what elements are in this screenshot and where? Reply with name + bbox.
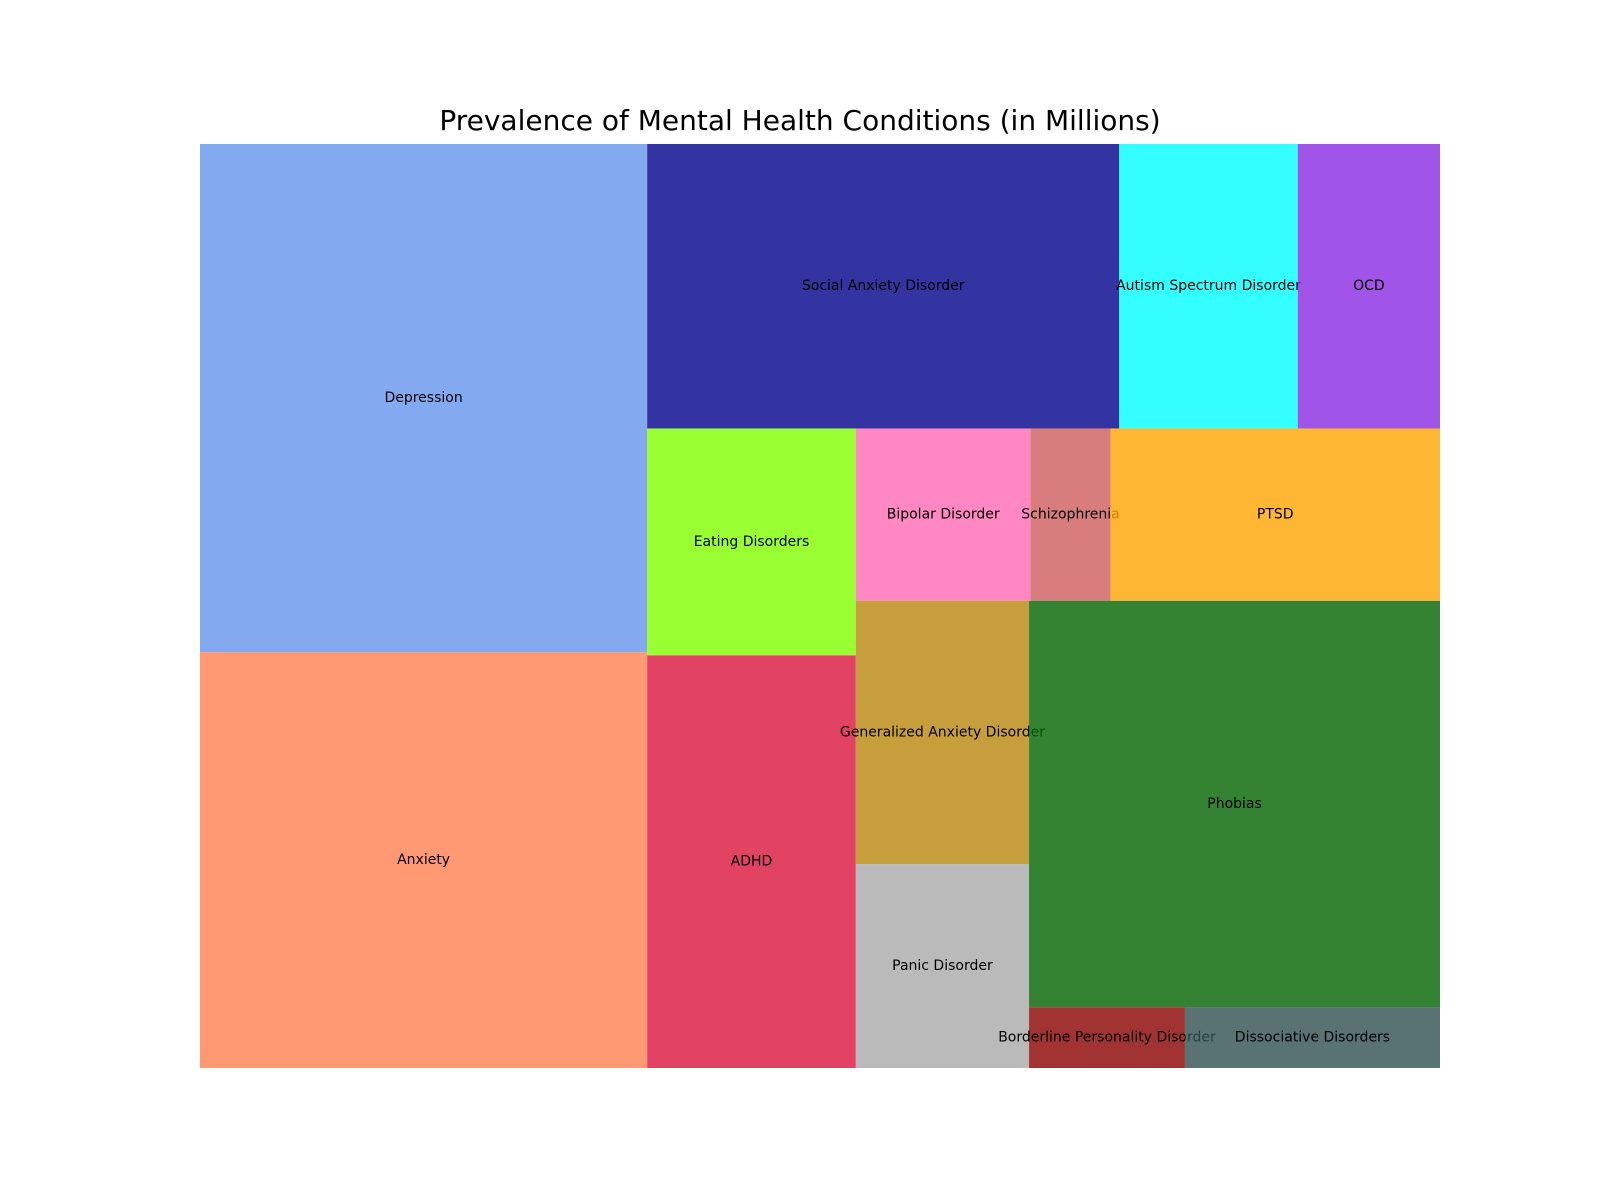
tile-rect-social-anxiety-disorder xyxy=(647,144,1120,429)
tile-label-adhd: ADHD xyxy=(731,854,773,870)
tile-rect-phobias xyxy=(1029,600,1440,1008)
tile-rect-ptsd xyxy=(1110,428,1440,601)
tile-generalized-anxiety-disorder: Generalized Anxiety Disorder xyxy=(840,600,1045,865)
tile-rect-dissociative-disorders xyxy=(1184,1007,1440,1068)
tile-label-ptsd: PTSD xyxy=(1257,507,1294,523)
tile-label-depression: Depression xyxy=(384,390,462,406)
tile-label-bipolar-disorder: Bipolar Disorder xyxy=(887,507,1000,523)
tile-label-anxiety: Anxiety xyxy=(397,852,450,868)
tile-phobias: Phobias xyxy=(1029,600,1440,1008)
tile-eating-disorders: Eating Disorders xyxy=(647,428,856,656)
tile-borderline-personality-disorder: Borderline Personality Disorder xyxy=(998,1007,1216,1068)
tile-rect-autism-spectrum-disorder xyxy=(1119,144,1298,429)
tile-label-panic-disorder: Panic Disorder xyxy=(892,958,993,974)
tile-panic-disorder: Panic Disorder xyxy=(855,864,1030,1068)
tile-label-dissociative-disorders: Dissociative Disorders xyxy=(1235,1030,1390,1046)
tile-label-social-anxiety-disorder: Social Anxiety Disorder xyxy=(802,278,965,294)
tile-label-ocd: OCD xyxy=(1353,278,1385,294)
tile-bipolar-disorder: Bipolar Disorder xyxy=(855,428,1031,601)
tile-label-borderline-personality-disorder: Borderline Personality Disorder xyxy=(998,1030,1216,1046)
tile-rect-borderline-personality-disorder xyxy=(1029,1007,1185,1068)
tile-rect-schizophrenia xyxy=(1030,428,1111,601)
tile-rect-anxiety xyxy=(200,652,648,1068)
tile-rect-bipolar-disorder xyxy=(855,428,1031,601)
tile-rect-eating-disorders xyxy=(647,428,856,656)
tile-rect-adhd xyxy=(647,655,856,1068)
tile-adhd: ADHD xyxy=(647,655,856,1068)
tile-rect-panic-disorder xyxy=(855,864,1030,1068)
tile-dissociative-disorders: Dissociative Disorders xyxy=(1184,1007,1440,1068)
tile-depression: Depression xyxy=(200,144,648,653)
tile-anxiety: Anxiety xyxy=(200,652,648,1068)
tile-rect-ocd xyxy=(1297,144,1440,429)
tile-label-generalized-anxiety-disorder: Generalized Anxiety Disorder xyxy=(840,725,1045,741)
tile-rect-depression xyxy=(200,144,648,653)
tile-schizophrenia: Schizophrenia xyxy=(1021,428,1120,601)
chart-title: Prevalence of Mental Health Conditions (… xyxy=(439,104,1161,137)
tile-label-schizophrenia: Schizophrenia xyxy=(1021,507,1119,523)
tile-rect-generalized-anxiety-disorder xyxy=(855,600,1030,865)
tile-social-anxiety-disorder: Social Anxiety Disorder xyxy=(647,144,1120,429)
tile-ptsd: PTSD xyxy=(1110,428,1440,601)
tile-ocd: OCD xyxy=(1297,144,1440,429)
tile-label-eating-disorders: Eating Disorders xyxy=(694,534,810,550)
tile-label-phobias: Phobias xyxy=(1207,796,1262,812)
tile-autism-spectrum-disorder: Autism Spectrum Disorder xyxy=(1116,144,1301,429)
tile-label-autism-spectrum-disorder: Autism Spectrum Disorder xyxy=(1116,278,1301,294)
